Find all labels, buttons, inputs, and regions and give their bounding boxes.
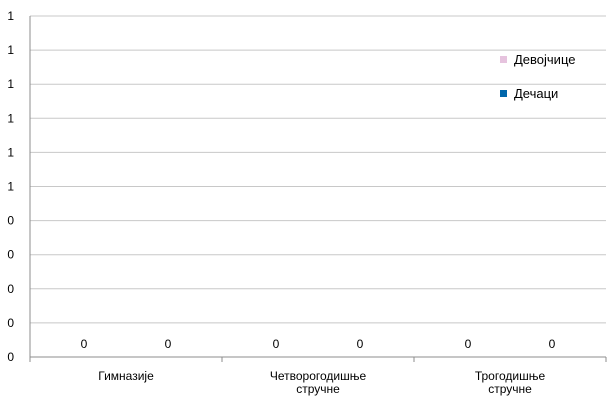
y-tick-label: 1 [7, 145, 14, 159]
data-label: 0 [549, 337, 556, 351]
legend-item-girls: Девојчице [500, 50, 600, 68]
x-category-label: Четворогодишње [270, 369, 367, 383]
y-tick-label: 0 [7, 248, 14, 262]
x-category-label: Гимназије [98, 369, 154, 383]
y-tick-label: 1 [7, 9, 14, 23]
y-tick-label: 0 [7, 214, 14, 228]
legend-label-boys: Дечаци [514, 85, 559, 101]
y-tick-label: 0 [7, 316, 14, 330]
y-tick-label: 1 [7, 111, 14, 125]
x-category-label: стручне [488, 382, 532, 396]
y-tick-label: 1 [7, 77, 14, 91]
y-tick-label: 0 [7, 282, 14, 296]
data-label: 0 [81, 337, 88, 351]
legend-label-girls: Девојчице [514, 51, 576, 67]
data-label: 0 [465, 337, 472, 351]
x-category-label: стручне [296, 382, 340, 396]
legend-swatch-boys [500, 89, 507, 97]
y-tick-label: 1 [7, 43, 14, 57]
data-label: 0 [273, 337, 280, 351]
legend-swatch-girls [500, 55, 507, 63]
data-label: 0 [357, 337, 364, 351]
legend: Девојчице Дечаци [500, 50, 600, 118]
y-tick-label: 1 [7, 180, 14, 194]
y-tick-label: 0 [7, 350, 14, 364]
legend-item-boys: Дечаци [500, 84, 600, 102]
data-label: 0 [165, 337, 172, 351]
x-category-label: Трогодишње [475, 369, 546, 383]
